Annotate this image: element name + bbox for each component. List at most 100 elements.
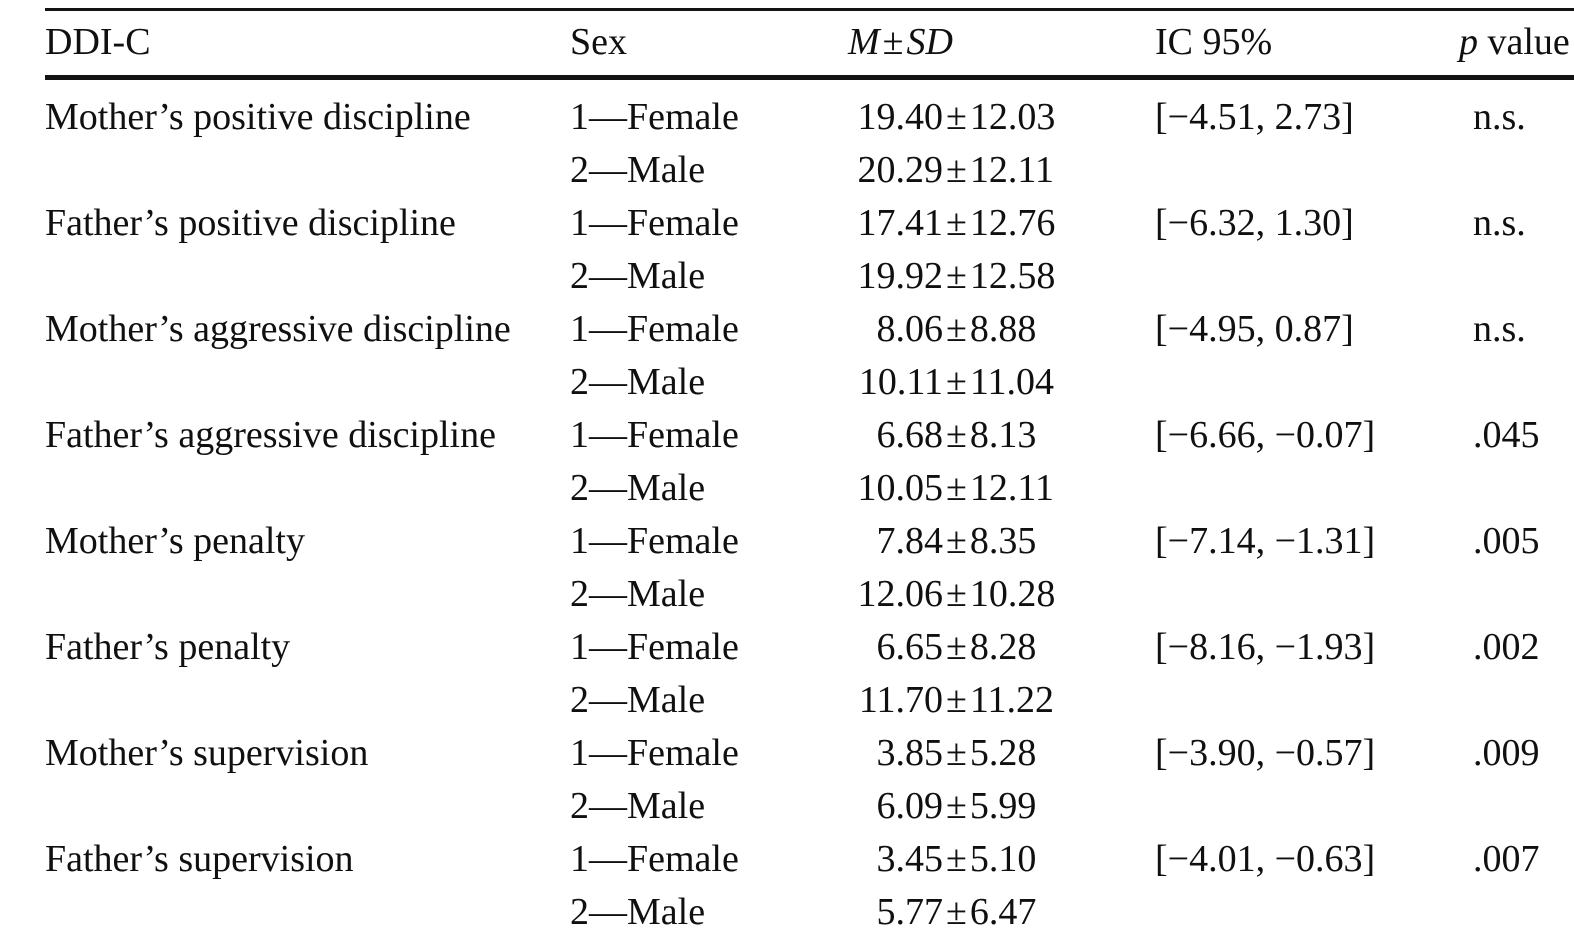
ddic-sex-comparison-table: DDI-C Sex M±SD IC 95% p value Mother’s p… bbox=[45, 8, 1574, 942]
plus-minus-symbol: ± bbox=[946, 413, 967, 456]
plus-minus-symbol: ± bbox=[946, 307, 967, 350]
variable-label: Mother’s aggressive discipline bbox=[45, 307, 511, 350]
plus-minus-symbol: ± bbox=[946, 201, 967, 244]
confidence-interval-empty bbox=[1155, 567, 1459, 620]
confidence-interval: [−6.32, 1.30] bbox=[1155, 201, 1354, 244]
confidence-interval: [−7.14, −1.31] bbox=[1155, 519, 1376, 562]
msd-cell-female: 3.45±5.10 bbox=[848, 832, 1155, 885]
variable-label-empty bbox=[45, 355, 570, 408]
p-value: .007 bbox=[1473, 837, 1540, 880]
variable-label-empty bbox=[45, 673, 570, 726]
sex-cell-male: 2—Male bbox=[570, 360, 706, 403]
plus-minus-symbol: ± bbox=[946, 466, 967, 509]
mean-value: 5.77 bbox=[876, 890, 944, 933]
msd-cell-male: 5.77±6.47 bbox=[848, 885, 1155, 942]
header-row: DDI-C Sex M±SD IC 95% p value bbox=[45, 9, 1574, 80]
mean-value: 19.92 bbox=[857, 254, 944, 297]
sex-cell-female: 1—Female bbox=[570, 201, 739, 244]
table-row-male-line: 2—Male 5.77±6.47 bbox=[45, 885, 1574, 942]
msd-cell-female: 19.40±12.03 bbox=[848, 78, 1155, 144]
header-msd: M±SD bbox=[848, 9, 1155, 80]
header-msd-m: M bbox=[848, 21, 880, 63]
p-value-empty bbox=[1459, 355, 1574, 408]
msd-cell-male: 6.09±5.99 bbox=[848, 779, 1155, 832]
mean-value: 6.65 bbox=[876, 625, 944, 668]
sex-cell-male: 2—Male bbox=[570, 890, 706, 933]
confidence-interval: [−6.66, −0.07] bbox=[1155, 413, 1376, 456]
mean-value: 10.05 bbox=[857, 466, 944, 509]
mean-value: 3.85 bbox=[876, 731, 944, 774]
plus-minus-symbol: ± bbox=[946, 95, 967, 138]
p-value-empty bbox=[1459, 673, 1574, 726]
p-value-empty bbox=[1459, 779, 1574, 832]
sd-value: 12.76 bbox=[969, 201, 1056, 244]
table-row-male-line: 2—Male 10.11±11.04 bbox=[45, 355, 1574, 408]
variable-label: Mother’s supervision bbox=[45, 731, 369, 774]
table-row-female-line: Father’s aggressive discipline 1—Female … bbox=[45, 408, 1574, 461]
msd-cell-female: 6.68±8.13 bbox=[848, 408, 1155, 461]
sd-value: 11.22 bbox=[969, 678, 1054, 721]
sd-value: 12.11 bbox=[969, 466, 1054, 509]
sex-cell-female: 1—Female bbox=[570, 413, 739, 456]
sd-value: 12.58 bbox=[969, 254, 1056, 297]
variable-label: Father’s aggressive discipline bbox=[45, 413, 496, 456]
variable-label-empty bbox=[45, 249, 570, 302]
variable-label: Father’s supervision bbox=[45, 837, 354, 880]
sex-cell-female: 1—Female bbox=[570, 307, 739, 350]
p-value: n.s. bbox=[1473, 95, 1526, 138]
table-row-female-line: Mother’s aggressive discipline 1—Female … bbox=[45, 302, 1574, 355]
plus-minus-symbol: ± bbox=[946, 784, 967, 827]
msd-cell-male: 10.11±11.04 bbox=[848, 355, 1155, 408]
plus-minus-symbol: ± bbox=[946, 572, 967, 615]
plus-minus-symbol: ± bbox=[946, 890, 967, 933]
plus-minus-symbol: ± bbox=[946, 360, 967, 403]
mean-value: 8.06 bbox=[876, 307, 944, 350]
p-value: .009 bbox=[1473, 731, 1540, 774]
sex-cell-female: 1—Female bbox=[570, 95, 739, 138]
plus-minus-symbol: ± bbox=[946, 731, 967, 774]
sd-value: 5.10 bbox=[969, 837, 1037, 880]
p-value: .005 bbox=[1473, 519, 1540, 562]
confidence-interval: [−8.16, −1.93] bbox=[1155, 625, 1376, 668]
mean-value: 19.40 bbox=[857, 95, 944, 138]
sd-value: 10.28 bbox=[969, 572, 1056, 615]
mean-value: 17.41 bbox=[857, 201, 944, 244]
variable-label: Mother’s positive discipline bbox=[45, 95, 471, 138]
plus-minus-symbol: ± bbox=[946, 148, 967, 191]
variable-label: Mother’s penalty bbox=[45, 519, 305, 562]
variable-label: Father’s positive discipline bbox=[45, 201, 456, 244]
sd-value: 5.28 bbox=[969, 731, 1037, 774]
plus-minus-symbol: ± bbox=[946, 625, 967, 668]
msd-cell-female: 6.65±8.28 bbox=[848, 620, 1155, 673]
p-value-empty bbox=[1459, 567, 1574, 620]
header-msd-sd: SD bbox=[906, 21, 953, 63]
table-row-female-line: Mother’s supervision 1—Female 3.85±5.28 … bbox=[45, 726, 1574, 779]
table-row-male-line: 2—Male 20.29±12.11 bbox=[45, 143, 1574, 196]
p-value: n.s. bbox=[1473, 307, 1526, 350]
mean-value: 7.84 bbox=[876, 519, 944, 562]
p-value-empty bbox=[1459, 143, 1574, 196]
confidence-interval-empty bbox=[1155, 885, 1459, 942]
msd-cell-female: 3.85±5.28 bbox=[848, 726, 1155, 779]
header-ci: IC 95% bbox=[1155, 9, 1459, 80]
msd-cell-female: 8.06±8.88 bbox=[848, 302, 1155, 355]
mean-value: 11.70 bbox=[858, 678, 943, 721]
msd-cell-male: 12.06±10.28 bbox=[848, 567, 1155, 620]
msd-cell-male: 20.29±12.11 bbox=[848, 143, 1155, 196]
mean-value: 10.11 bbox=[858, 360, 943, 403]
mean-value: 20.29 bbox=[857, 148, 944, 191]
table-row-male-line: 2—Male 12.06±10.28 bbox=[45, 567, 1574, 620]
table-row-female-line: Father’s penalty 1—Female 6.65±8.28 [−8.… bbox=[45, 620, 1574, 673]
sd-value: 6.47 bbox=[969, 890, 1037, 933]
confidence-interval: [−4.95, 0.87] bbox=[1155, 307, 1354, 350]
p-value: .002 bbox=[1473, 625, 1540, 668]
variable-label: Father’s penalty bbox=[45, 625, 291, 668]
confidence-interval: [−4.01, −0.63] bbox=[1155, 837, 1376, 880]
confidence-interval-empty bbox=[1155, 673, 1459, 726]
msd-cell-male: 10.05±12.11 bbox=[848, 461, 1155, 514]
header-pvalue: p value bbox=[1459, 9, 1574, 80]
msd-cell-male: 11.70±11.22 bbox=[848, 673, 1155, 726]
sd-value: 8.35 bbox=[969, 519, 1037, 562]
confidence-interval-empty bbox=[1155, 461, 1459, 514]
sex-cell-male: 2—Male bbox=[570, 466, 706, 509]
